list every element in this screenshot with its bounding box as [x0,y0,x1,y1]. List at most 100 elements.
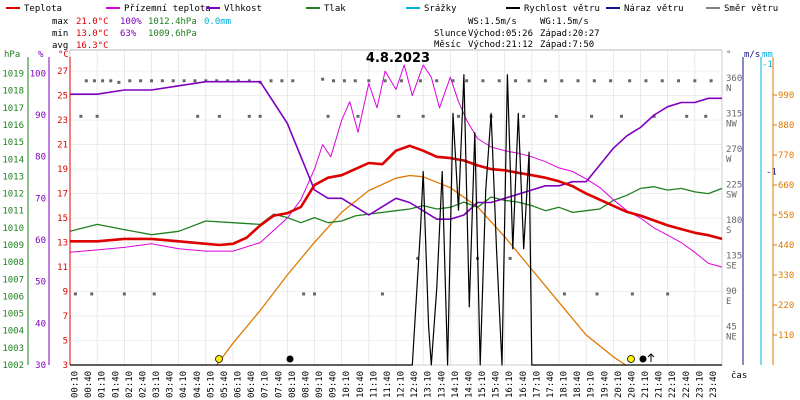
mm-tick-label: -1 [762,60,773,70]
wind-direction-point [595,292,599,296]
time-tick-label: 02:10 [125,371,135,398]
sunrise-icon [215,355,223,363]
wind-direction-point [215,79,219,83]
temp-tick-label: 27 [57,67,68,77]
time-tick-label: 14:40 [464,371,474,398]
wind-direction-point [291,79,295,83]
series-lines [69,64,723,366]
time-tick-label: 23:40 [709,371,719,398]
chart-title: 4.8.2023 [366,51,430,66]
stats-avg-temp: 16.3°C [76,41,109,51]
pct-tick-label: 60 [35,236,46,246]
sunset-icon [627,355,635,363]
hpa-tick-label: 1013 [2,172,24,182]
hpa-tick-label: 1016 [2,121,24,131]
time-tick-label: 13:40 [437,371,447,398]
hpa-tick-label: 1002 [2,361,24,371]
hpa-tick-label: 1005 [2,310,24,320]
wind-direction-point [321,77,325,81]
hpa-tick-label: 1010 [2,224,24,234]
time-tick-label: 01:10 [98,371,108,398]
time-tick-label: 12:10 [397,371,407,398]
wind-direction-point [204,79,208,83]
dir-compass-label: NW [726,119,737,129]
time-tick-label: 10:10 [342,371,352,398]
wind-direction-point [258,114,262,118]
wind-direction-point [182,79,186,83]
wind-direction-point [709,79,713,83]
wind-speed-line [70,74,722,366]
wind-direction-point [152,292,156,296]
pct-tick-label: 70 [35,194,46,204]
wind-direction-point [590,114,594,118]
wind-direction-point [630,292,634,296]
wind-direction-point [609,79,613,83]
dir-tick-label: 135 [726,251,742,261]
wind-direction-point [554,114,558,118]
time-tick-label: 03:40 [166,371,176,398]
temp-tick-label: 7 [63,312,68,322]
wind-direction-point [416,256,420,260]
solar-tick-label: 220 [778,301,794,311]
pct-tick-label: 40 [35,319,46,329]
temp-tick-label: 25 [57,92,68,102]
wind-direction-point [576,79,580,83]
stats-min-hum: 63% [120,29,137,39]
legend-label: Rychlost větru [524,4,600,14]
time-tick-label: 18:10 [560,371,570,398]
pct-tick-label: 100 [30,69,46,79]
legend-label: Vlhkost [224,4,262,14]
time-tick-label: 06:10 [234,371,244,398]
wind-direction-point [421,114,425,118]
sun-moon-markers [215,353,655,363]
wind-direction-point [139,79,143,83]
wind-ws: WS:1.5m/s [468,17,517,27]
hpa-tick-label: 1014 [2,155,24,165]
stats-max-label: max [52,17,69,27]
solar-tick-label: 110 [778,331,794,341]
sun-label: Slunce [434,29,467,39]
time-tick-label: 05:40 [220,371,230,398]
wind-direction-point [101,79,105,83]
pct-axis-title: % [38,50,44,60]
wind-direction-point [508,256,512,260]
legend-label: Náraz větru [624,4,684,14]
wind-direction-point [562,292,566,296]
wind-direction-point [236,79,240,83]
temp-tick-label: 5 [63,337,68,347]
wind-direction-point [628,79,632,83]
wind-direction-point [704,114,708,118]
wind-wg: WG:1.5m/s [540,17,589,27]
time-tick-label: 15:10 [478,371,488,398]
stats-min-label: min [52,29,68,39]
temp-tick-label: 19 [57,165,68,175]
wind-direction-point [150,79,153,83]
temp-tick-label: 9 [63,288,68,298]
wind-direction-point [280,79,284,83]
wind-direction-point [456,114,460,118]
dir-tick-label: 90 [726,287,737,297]
dir-compass-label: SW [726,190,737,200]
wind-direction-point [619,114,623,118]
time-tick-label: 02:40 [138,371,148,398]
legend-label: Teplota [24,4,62,14]
stats-max-press: 1012.4hPa [148,17,197,27]
wind-direction-point [397,114,401,118]
wind-direction-point [481,79,485,83]
hpa-axis-title: hPa [4,50,20,60]
temp-tick-label: 23 [57,116,68,126]
grid [69,49,723,366]
wind-direction-point [353,79,357,83]
wind-direction-point [383,79,387,83]
time-tick-label: 06:40 [247,371,257,398]
dir-axis-title: ° [726,50,731,60]
time-tick-label: 21:10 [641,371,651,398]
hpa-tick-label: 1017 [2,104,24,114]
pct-tick-label: 50 [35,278,46,288]
wind-direction-point [79,114,83,118]
ms-axis-title: m/s [744,50,760,60]
hpa-tick-label: 1004 [2,327,24,337]
moon-set: Západ:7:50 [540,40,594,50]
time-tick-label: 04:40 [193,371,203,398]
dir-compass-label: E [726,297,731,307]
